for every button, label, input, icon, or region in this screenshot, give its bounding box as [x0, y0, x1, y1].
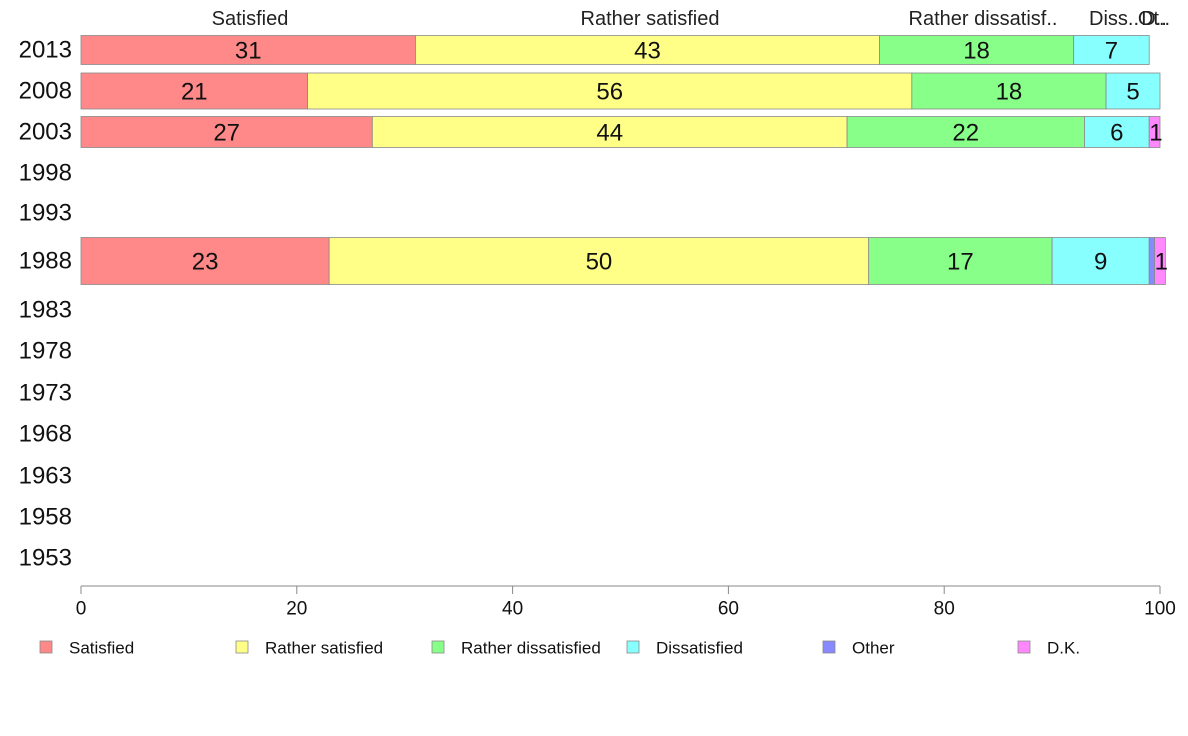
bar-2003-rather-dissatisfied [846, 116, 1085, 148]
legend-label-other: Other [852, 639, 895, 658]
bar-value-label: 50 [586, 249, 613, 276]
bar-value-label: 44 [596, 120, 623, 147]
bar-1988-dissatisfied [1051, 237, 1150, 285]
bar-value-label: 56 [596, 79, 623, 106]
year-label-2013: 2013 [19, 37, 72, 64]
bar-value-label: 5 [1126, 79, 1139, 106]
legend-label-rather-satisfied: Rather satisfied [265, 639, 383, 658]
bar-value-label: 7 [1105, 38, 1118, 65]
top-label-diss: Diss.. [1089, 8, 1139, 30]
year-label-1993: 1993 [19, 200, 72, 227]
bar-value-label: 1 [1155, 249, 1168, 276]
legend-swatch-other [822, 640, 836, 654]
x-tick-label-60: 60 [718, 599, 739, 620]
bar-2008-rather-dissatisfied [911, 72, 1107, 110]
year-axis-labels: 2013 2008 2003 1998 1993 1988 1983 1978 1973 1968… [19, 37, 72, 572]
year-label-1953: 1953 [19, 545, 72, 572]
bar-2003-dissatisfied [1084, 116, 1150, 148]
bar-2008-rather-satisfied [307, 72, 913, 110]
legend-label-dissatisfied: Dissatisfied [656, 639, 743, 658]
bar-2008-dissatisfied [1105, 72, 1161, 110]
x-tick-label-20: 20 [286, 599, 307, 620]
bar-value-label: 1 [1149, 120, 1162, 147]
year-label-1978: 1978 [19, 338, 72, 365]
top-category-labels: Satisfied Rather satisfied Rather dissatis… [212, 8, 1170, 30]
bar-value-label: 18 [996, 79, 1023, 106]
bar-1988-satisfied [80, 237, 330, 285]
x-tick-label-100: 100 [1144, 599, 1176, 620]
year-label-1998: 1998 [19, 160, 72, 187]
year-label-1983: 1983 [19, 297, 72, 324]
bar-value-label: 18 [963, 38, 990, 65]
year-label-2003: 2003 [19, 119, 72, 146]
bar-2013-rather-satisfied [415, 35, 880, 65]
bar-1988-d-k [1154, 237, 1166, 285]
bar-value-label: 17 [947, 249, 974, 276]
bars: 31 43 18 721 56 18 527 44 22 6 123 50 17 9 1 [80, 35, 1168, 285]
bar-value-label: 43 [634, 38, 661, 65]
x-tick-label-80: 80 [934, 599, 955, 620]
x-tick-label-40: 40 [502, 599, 523, 620]
bar-value-label: 23 [192, 249, 219, 276]
bar-1988-rather-satisfied [328, 237, 870, 285]
year-label-1963: 1963 [19, 463, 72, 490]
bar-1988-rather-dissatisfied [868, 237, 1053, 285]
legend-swatch-dissatisfied [626, 640, 640, 654]
bar-2003-rather-satisfied [371, 116, 848, 148]
top-label-satisfied: Satisfied [212, 8, 289, 30]
year-label-1973: 1973 [19, 380, 72, 407]
bar-2013-dissatisfied [1073, 35, 1150, 65]
bar-value-label: 31 [235, 38, 262, 65]
bar-value-label: 6 [1110, 120, 1123, 147]
year-label-1958: 1958 [19, 504, 72, 531]
year-label-1988: 1988 [19, 248, 72, 275]
top-label-ot: Ot.. [1138, 8, 1170, 30]
legend-label-satisfied: Satisfied [69, 639, 134, 658]
x-tick-label-0: 0 [76, 599, 87, 620]
legend-swatch-d-k [1017, 640, 1031, 654]
bar-value-label: 27 [213, 120, 240, 147]
bar-2008-satisfied [80, 72, 308, 110]
bar-2003-d-k [1148, 116, 1161, 148]
legend-swatch-rather-dissatisfied [431, 640, 445, 654]
legend-swatch-rather-satisfied [235, 640, 249, 654]
bar-value-label: 21 [181, 79, 208, 106]
bar-value-label: 22 [952, 120, 979, 147]
x-axis: 0 20 40 60 80 100 [76, 585, 1176, 620]
top-label-d: D.. [1141, 8, 1167, 30]
year-label-2008: 2008 [19, 78, 72, 105]
legend-swatch-satisfied [39, 640, 53, 654]
legend-label-rather-dissatisfied: Rather dissatisfied [461, 639, 601, 658]
bar-2003-satisfied [80, 116, 373, 148]
year-label-1968: 1968 [19, 421, 72, 448]
legend-label-d-k: D.K. [1047, 639, 1080, 658]
top-label-rather-satisfied: Rather satisfied [581, 8, 720, 30]
top-label-rather-dissatisf: Rather dissatisf.. [909, 8, 1058, 30]
bar-value-label: 9 [1094, 249, 1107, 276]
legend: Satisfied Rather satisfied Rather dissatis… [39, 639, 1080, 658]
